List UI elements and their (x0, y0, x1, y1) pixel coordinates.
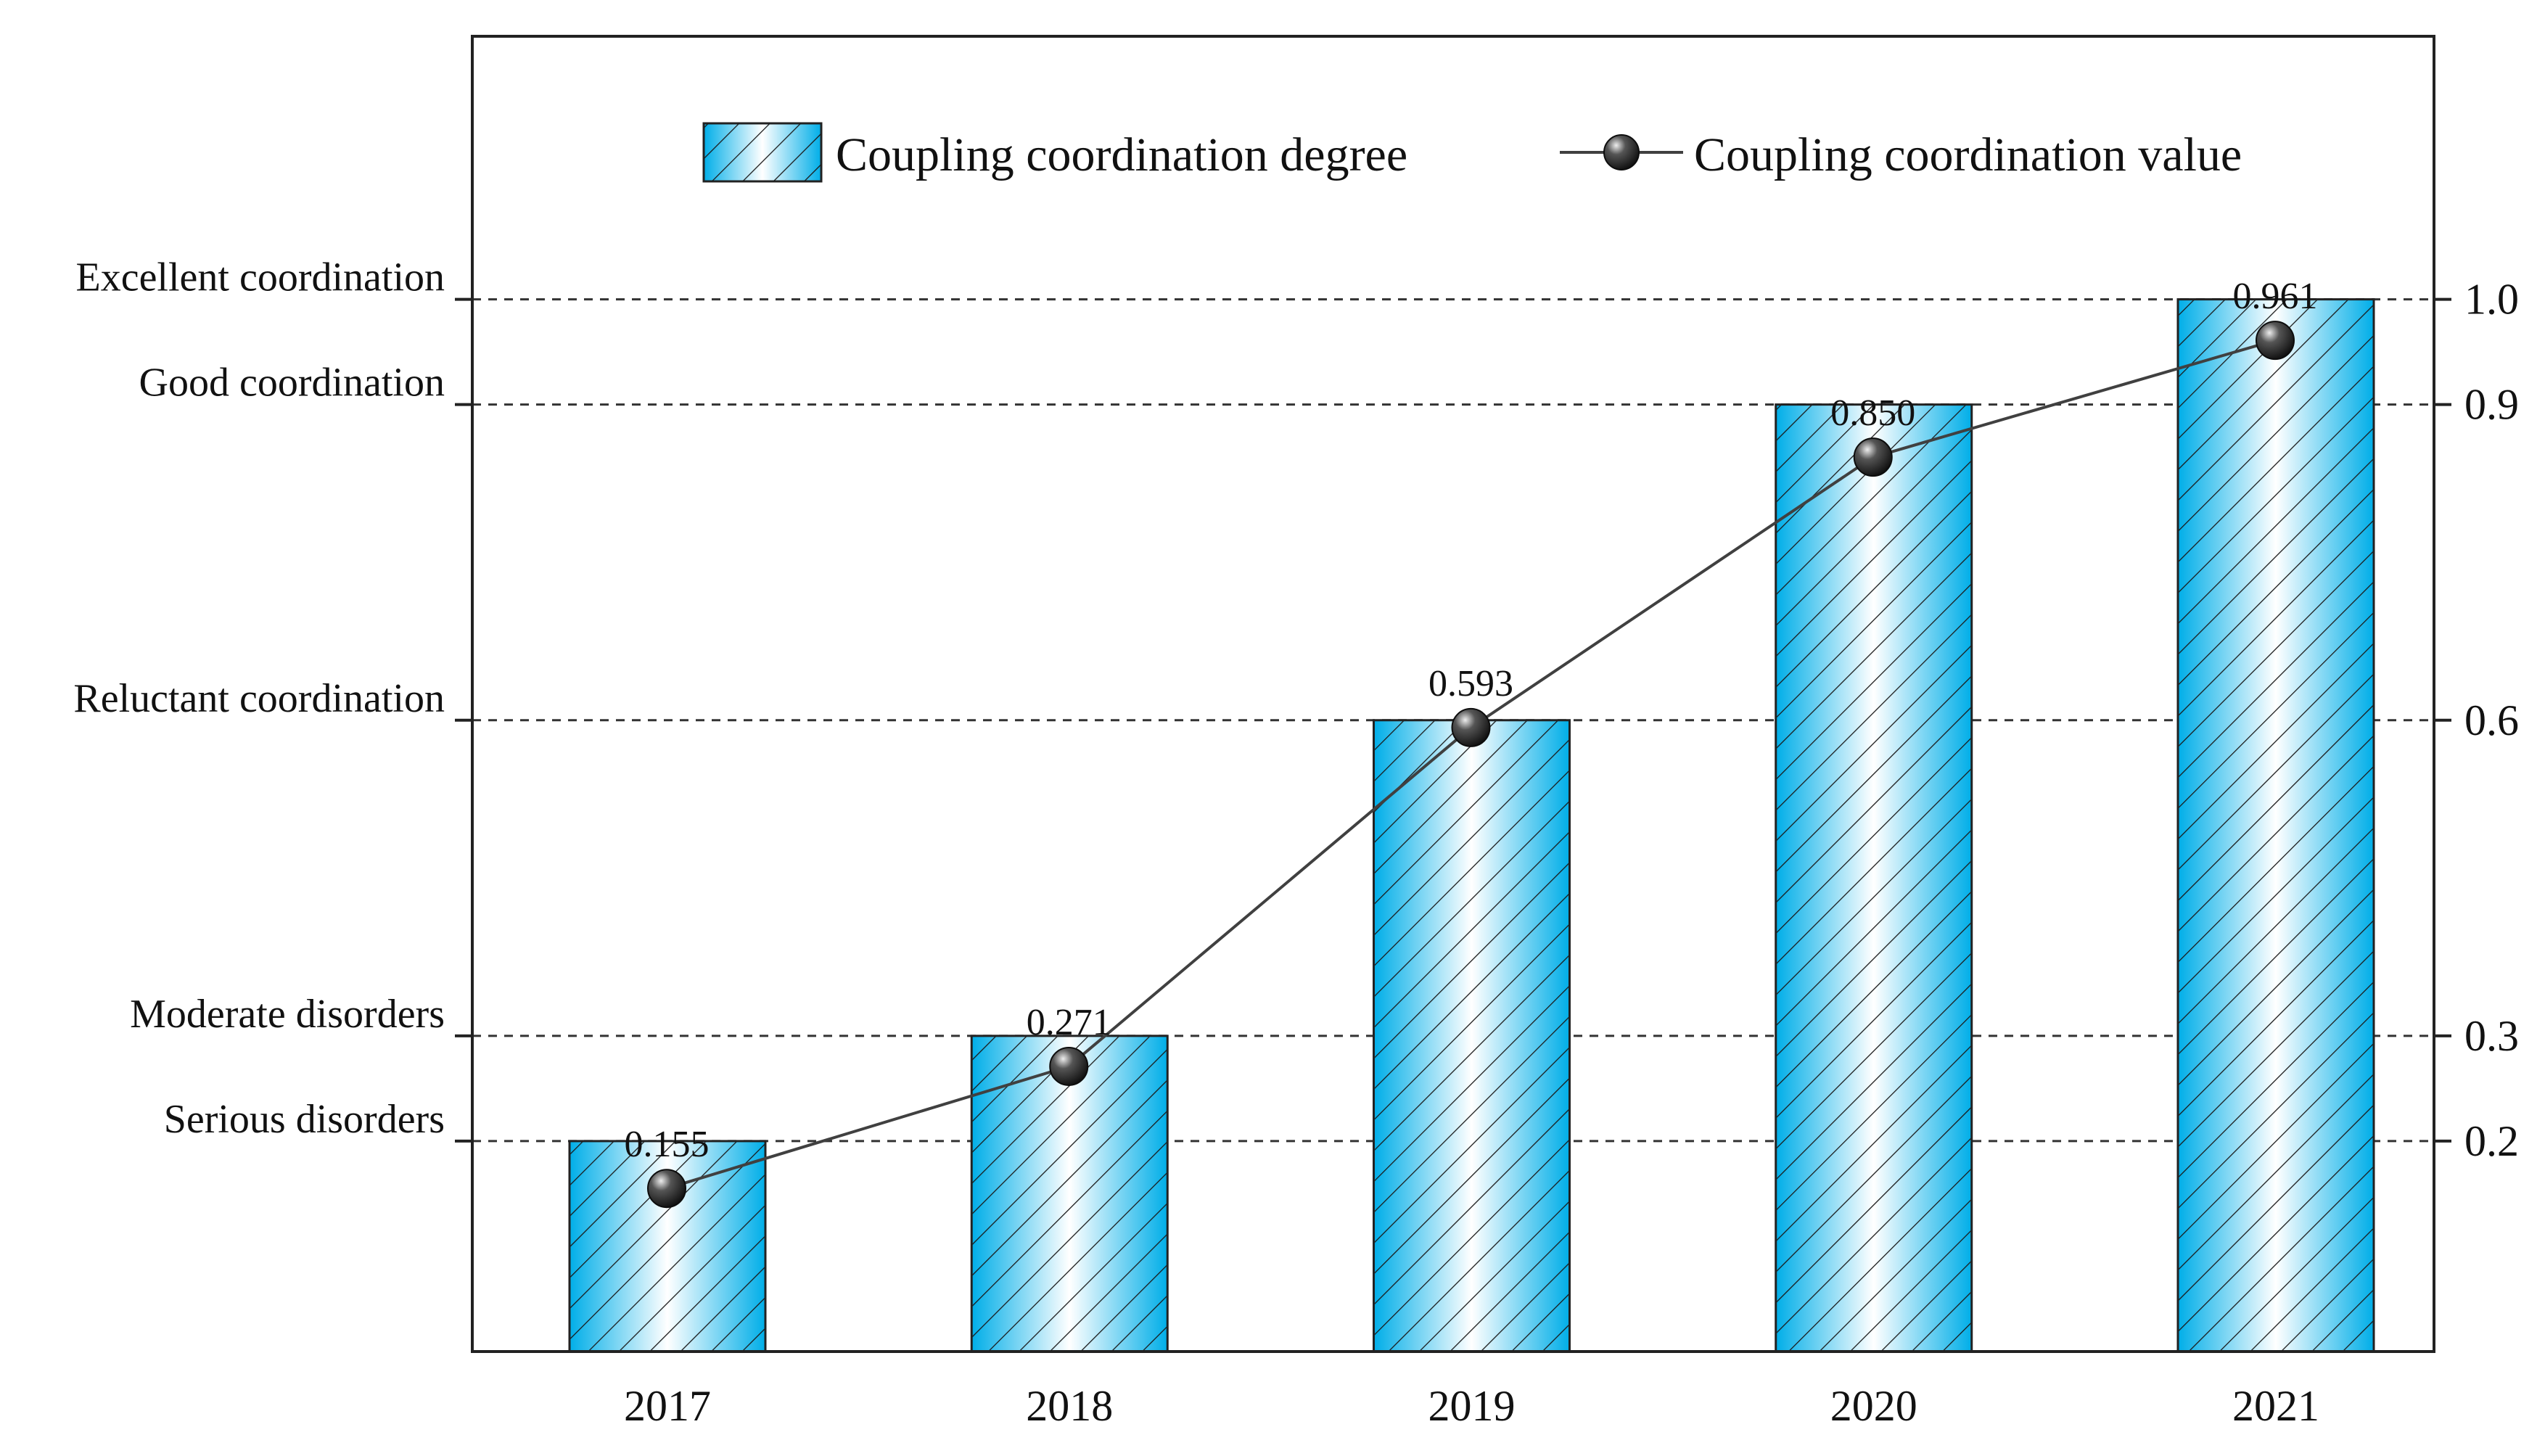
data-point (647, 1169, 686, 1209)
level-label: Excellent coordination (76, 255, 445, 300)
right-tick-label: 0.2 (2464, 1117, 2519, 1165)
x-tick-label: 2019 (1428, 1382, 1516, 1430)
bar-hatch (1373, 719, 1571, 1353)
right-tick-label: 1.0 (2464, 276, 2519, 324)
level-label: Reluctant coordination (73, 676, 445, 721)
data-label: 0.850 (1830, 392, 1915, 434)
bar-hatch (2176, 298, 2375, 1353)
data-label: 0.961 (2233, 276, 2318, 317)
x-tick-label: 2018 (1026, 1382, 1113, 1430)
data-label: 0.155 (625, 1124, 710, 1165)
data-point (2256, 321, 2295, 361)
right-tick-label: 0.6 (2464, 696, 2519, 744)
right-tick-label: 0.9 (2464, 381, 2519, 429)
bars (568, 298, 2375, 1353)
legend-bar-swatch-hatch (704, 123, 821, 181)
data-point (1853, 437, 1893, 477)
plot-frame (471, 35, 2435, 1353)
data-label: 0.271 (1027, 1002, 1111, 1043)
bar-hatch (970, 1035, 1169, 1353)
data-label: 0.593 (1428, 663, 1513, 704)
data-point (1451, 707, 1491, 747)
x-tick-label: 2020 (1830, 1382, 1917, 1430)
legend-bar-label: Coupling coordination degree (836, 128, 1407, 181)
bar-hatch (1775, 403, 1973, 1353)
axis-ticks: Excellent coordination Good coordination R… (73, 255, 2519, 1430)
line-series: 0.155 0.271 0.593 0.850 0.961 (625, 276, 2318, 1209)
level-label: Moderate disorders (130, 992, 445, 1037)
right-tick-label: 0.3 (2464, 1012, 2519, 1060)
x-tick-label: 2021 (2232, 1382, 2319, 1430)
data-point (1049, 1046, 1089, 1086)
legend-line-marker (1603, 134, 1640, 170)
legend: Coupling coordination degree Coupling co… (702, 122, 2242, 183)
legend-line-label: Coupling coordination value (1694, 128, 2242, 181)
level-label: Good coordination (139, 361, 445, 406)
level-label: Serious disorders (164, 1097, 445, 1142)
x-tick-label: 2017 (624, 1382, 711, 1430)
